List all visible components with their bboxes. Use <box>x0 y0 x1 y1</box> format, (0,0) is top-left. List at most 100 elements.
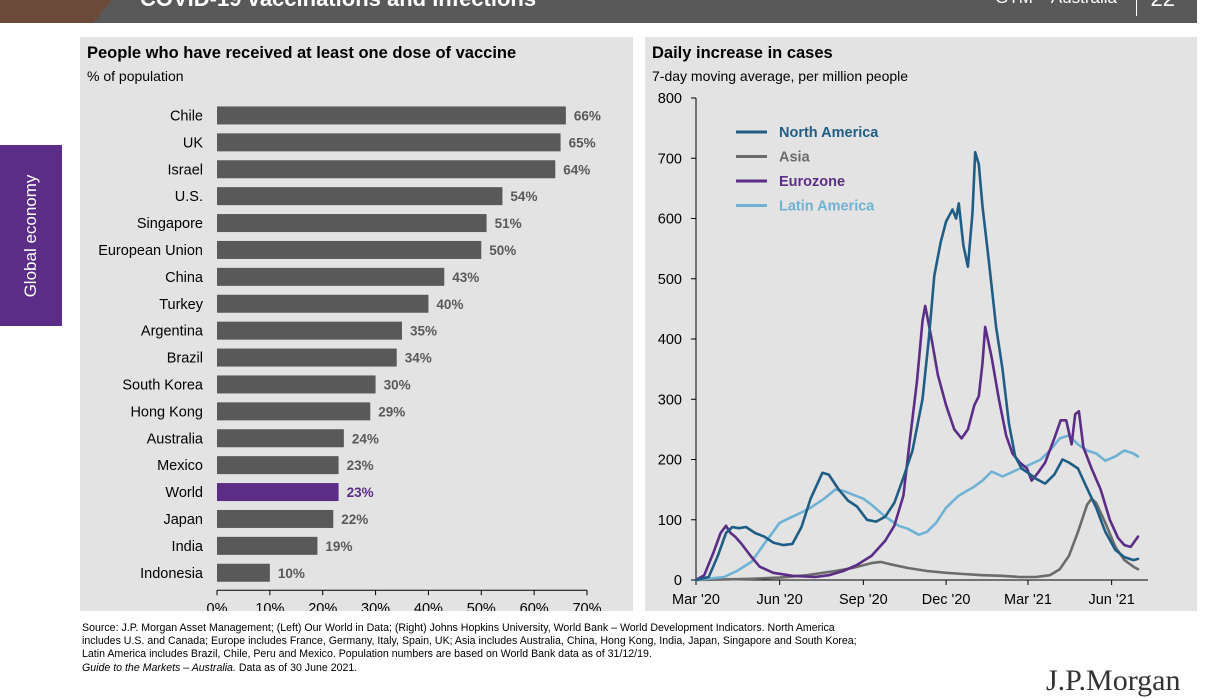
bar <box>217 321 402 340</box>
bar-value-label: 51% <box>495 216 522 231</box>
section-tab[interactable]: Global economy <box>0 145 62 326</box>
x-tick-label: Jun '21 <box>1088 592 1134 608</box>
bar <box>217 536 318 555</box>
legend-label: Eurozone <box>779 174 845 190</box>
bar <box>217 187 503 206</box>
bar <box>217 133 561 152</box>
bar-category-label: Hong Kong <box>130 404 203 420</box>
bar-category-label: Mexico <box>157 458 203 474</box>
bar-category-label: UK <box>183 135 203 151</box>
x-tick-label: 60% <box>520 601 549 611</box>
bar-value-label: 43% <box>452 270 479 285</box>
bar-value-label: 24% <box>352 431 379 446</box>
bar-value-label: 34% <box>405 351 432 366</box>
footnote-publication: Guide to the Markets – Australia. <box>82 661 236 674</box>
y-tick-label: 800 <box>658 91 682 107</box>
series-line-eurozone <box>694 304 1140 582</box>
bar-value-label: 22% <box>341 512 368 527</box>
y-tick-label: 700 <box>658 151 682 167</box>
bar <box>217 483 339 502</box>
gtm-label: GTM – Australia <box>995 0 1117 8</box>
bar-category-label: World <box>165 485 203 501</box>
legend-label: Latin America <box>779 199 875 215</box>
bar <box>217 294 429 313</box>
vaccination-panel: People who have received at least one do… <box>80 37 633 611</box>
cases-line-chart: 0 100 200 300 400 500 600 700 800 Mar '20 Jun '20 S… <box>658 91 1148 608</box>
x-tick-label: Mar '21 <box>1004 592 1052 608</box>
footnote-line: Source: J.P. Morgan Asset Management; (L… <box>82 622 835 634</box>
bar <box>217 106 566 125</box>
footnote-line: Guide to the Markets – Australia. Data a… <box>82 662 1032 675</box>
y-tick-label: 300 <box>658 392 682 408</box>
x-tick-label: 70% <box>572 601 601 611</box>
bar-value-label: 65% <box>569 135 596 150</box>
bar-value-label: 30% <box>384 377 411 392</box>
x-tick-label: 40% <box>414 601 443 611</box>
bar-value-label: 54% <box>510 189 537 204</box>
bar-category-label: Singapore <box>137 216 203 232</box>
bar-category-label: India <box>172 539 204 555</box>
y-tick-label: 500 <box>658 272 682 288</box>
cases-chart-subtitle: 7-day moving average, per million people <box>652 68 909 84</box>
bar-category-label: Chile <box>170 108 203 124</box>
footnote-date: Data as of 30 June 2021. <box>235 661 358 674</box>
page-title: COVID-19 vaccinations and infections <box>140 0 536 12</box>
x-tick-label: 10% <box>255 601 284 611</box>
cases-chart-title: Daily increase in cases <box>652 44 833 62</box>
bar-value-label: 23% <box>347 458 374 473</box>
bar <box>217 375 376 394</box>
bar-category-label: European Union <box>98 243 203 259</box>
header-bar: COVID-19 vaccinations and infections GTM… <box>0 0 1197 23</box>
page-number: 22 <box>1151 0 1175 12</box>
bar-value-label: 64% <box>563 162 590 177</box>
bar-value-label: 50% <box>489 243 516 258</box>
vaccination-bar-chart: Chile 66% UK 65% Israel 64% U.S. 54% Singapore 51… <box>98 106 602 611</box>
y-tick-label: 600 <box>658 212 682 228</box>
x-tick-label: Jun '20 <box>757 592 803 608</box>
bar-value-label: 10% <box>278 566 305 581</box>
bar-value-label: 66% <box>574 108 601 123</box>
bar <box>217 563 270 582</box>
bar <box>217 402 371 421</box>
y-tick-label: 400 <box>658 332 682 348</box>
series-line-asia <box>694 497 1140 582</box>
cases-panel: Daily increase in cases 7-day moving ave… <box>645 37 1197 611</box>
section-tab-label: Global economy <box>21 174 40 297</box>
bar <box>217 348 397 367</box>
series-line-north-america <box>694 150 1140 582</box>
bar <box>217 214 487 233</box>
vaccination-chart-subtitle: % of population <box>87 68 184 84</box>
y-tick-label: 100 <box>658 513 682 529</box>
jpmorgan-logo: J.P.Morgan <box>1046 664 1181 697</box>
bar <box>217 240 482 259</box>
bar <box>217 429 344 448</box>
bar-category-label: Turkey <box>159 297 204 313</box>
bar <box>217 456 339 475</box>
bar <box>217 509 334 528</box>
x-tick-label: Mar '20 <box>672 592 720 608</box>
bar-value-label: 35% <box>410 324 437 339</box>
bar-value-label: 19% <box>325 539 352 554</box>
series-line-latin-america <box>694 434 1140 582</box>
bar-category-label: Japan <box>163 512 203 528</box>
y-tick-label: 0 <box>674 573 682 589</box>
bar-category-label: Australia <box>147 431 204 447</box>
bar-value-label: 23% <box>347 485 374 500</box>
x-tick-label: 0% <box>207 601 228 611</box>
header-divider <box>1136 0 1137 16</box>
x-tick-label: Dec '20 <box>922 592 971 608</box>
bar-category-label: Argentina <box>141 324 204 340</box>
x-tick-label: 50% <box>467 601 496 611</box>
bar <box>217 160 556 179</box>
bar-category-label: Brazil <box>167 351 203 367</box>
header-accent <box>0 0 112 23</box>
bar-value-label: 40% <box>436 297 463 312</box>
footnote-line: includes U.S. and Canada; Europe include… <box>82 635 857 648</box>
bar-value-label: 29% <box>378 404 405 419</box>
bar-category-label: Indonesia <box>140 566 204 582</box>
x-tick-label: Sep '20 <box>839 592 888 608</box>
legend-label: Asia <box>779 150 811 166</box>
source-footnote: Source: J.P. Morgan Asset Management; (L… <box>82 622 1032 675</box>
bar-category-label: South Korea <box>122 377 204 393</box>
bar-category-label: U.S. <box>175 189 203 205</box>
